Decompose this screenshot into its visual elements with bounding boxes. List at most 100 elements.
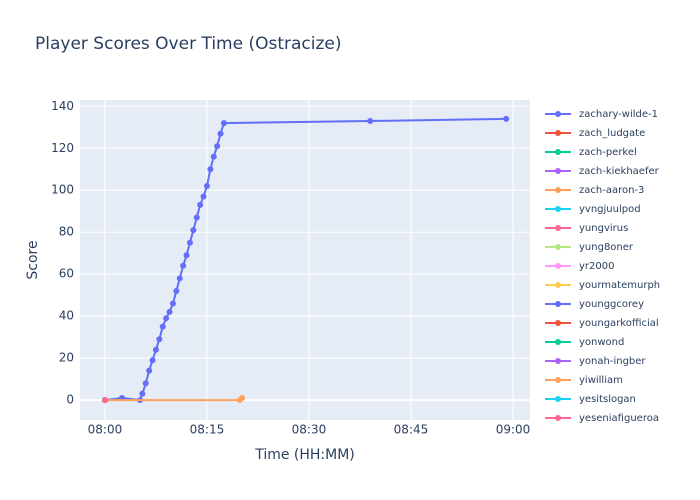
legend-item[interactable]: yonwond [545, 337, 624, 348]
legend-item[interactable]: yungvirus [545, 223, 628, 234]
data-point [207, 166, 214, 173]
y-tick-label: 140 [51, 99, 74, 113]
legend-label: zach-aaron-3 [579, 185, 644, 196]
y-tick-label: 100 [51, 183, 74, 197]
legend-marker [555, 301, 561, 307]
data-point [159, 323, 166, 330]
legend-item[interactable]: yesitslogan [545, 394, 636, 405]
x-tick-label: 09:00 [496, 423, 531, 437]
legend-label: yonah-ingber [579, 356, 646, 367]
data-point [166, 308, 173, 315]
data-point [101, 397, 108, 404]
legend-label: yesitslogan [579, 394, 636, 405]
legend-marker [555, 130, 561, 136]
legend-item[interactable]: yonah-ingber [545, 356, 646, 367]
legend-marker [555, 396, 561, 402]
legend-label: zach-kiekhaefer [579, 166, 660, 177]
data-point [214, 143, 221, 150]
x-tick-label: 08:45 [394, 423, 429, 437]
data-point [169, 300, 176, 307]
data-point [200, 193, 207, 200]
legend-item[interactable]: zach-aaron-3 [545, 185, 644, 196]
legend-label: zachary-wilde-1 [579, 109, 658, 120]
legend: zachary-wilde-1 zach_ludgate zach-perkel za… [545, 109, 660, 424]
legend-label: yourmatemurph [579, 280, 660, 291]
legend-marker [555, 225, 561, 231]
legend-label: yeseniafigueroa [579, 413, 659, 424]
legend-item[interactable]: zach_ludgate [545, 128, 645, 139]
data-point [239, 394, 246, 401]
legend-marker [555, 377, 561, 383]
plot-area [101, 115, 510, 404]
legend-marker [555, 263, 561, 269]
legend-item[interactable]: younggcorey [545, 299, 644, 310]
data-point [203, 183, 210, 190]
legend-label: yonwond [579, 337, 624, 348]
data-point [217, 130, 224, 137]
legend-label: zach-perkel [579, 147, 637, 158]
grid [80, 100, 530, 420]
y-axis-title: Score [25, 240, 41, 279]
legend-marker [555, 111, 561, 117]
x-tick-label: 08:00 [88, 423, 123, 437]
y-tick-label: 20 [59, 351, 74, 365]
legend-marker [555, 358, 561, 364]
data-point [210, 153, 217, 160]
data-point [163, 315, 170, 322]
data-point [186, 239, 193, 246]
data-point [139, 390, 146, 397]
legend-item[interactable]: yiwilliam [545, 375, 623, 386]
legend-label: yiwilliam [579, 375, 623, 386]
legend-item[interactable]: yourmatemurph [545, 280, 660, 291]
legend-marker [555, 168, 561, 174]
legend-item[interactable]: yvngjuulpod [545, 204, 641, 215]
legend-item[interactable]: youngarkofficial [545, 318, 659, 329]
data-point [180, 262, 187, 269]
legend-marker [555, 282, 561, 288]
legend-marker [555, 149, 561, 155]
y-tick-label: 60 [59, 267, 74, 281]
legend-marker [555, 415, 561, 421]
x-tick-label: 08:15 [190, 423, 225, 437]
legend-label: zach_ludgate [579, 128, 645, 139]
y-tick-label: 40 [59, 309, 74, 323]
legend-item[interactable]: zachary-wilde-1 [545, 109, 658, 120]
legend-marker [555, 206, 561, 212]
x-tick-label: 08:30 [292, 423, 327, 437]
legend-item[interactable]: yr2000 [545, 261, 614, 272]
legend-label: younggcorey [579, 299, 644, 310]
data-point [183, 252, 190, 259]
legend-label: yung8oner [579, 242, 634, 253]
data-point [146, 367, 153, 374]
legend-item[interactable]: zach-perkel [545, 147, 637, 158]
data-point [197, 201, 204, 208]
data-point [220, 120, 227, 127]
data-point [190, 227, 197, 234]
legend-marker [555, 187, 561, 193]
legend-label: youngarkofficial [579, 318, 659, 329]
data-point [152, 346, 159, 353]
y-tick-label: 80 [59, 225, 74, 239]
legend-item[interactable]: zach-kiekhaefer [545, 166, 660, 177]
data-point [173, 287, 180, 294]
y-tick-label: 0 [66, 393, 74, 407]
data-point [367, 117, 374, 124]
chart-title: Player Scores Over Time (Ostracize) [35, 34, 342, 54]
legend-marker [555, 320, 561, 326]
data-point [176, 275, 183, 282]
legend-item[interactable]: yeseniafigueroa [545, 413, 659, 424]
data-point [142, 380, 149, 387]
data-point [149, 357, 156, 364]
legend-marker [555, 244, 561, 250]
plot-background [80, 100, 530, 420]
data-point [156, 336, 163, 343]
legend-marker [555, 339, 561, 345]
legend-label: yungvirus [579, 223, 628, 234]
legend-item[interactable]: yung8oner [545, 242, 634, 253]
data-point [193, 214, 200, 221]
data-point [503, 115, 510, 122]
legend-label: yr2000 [579, 261, 614, 272]
y-tick-label: 120 [51, 141, 74, 155]
x-axis-title: Time (HH:MM) [254, 447, 355, 463]
